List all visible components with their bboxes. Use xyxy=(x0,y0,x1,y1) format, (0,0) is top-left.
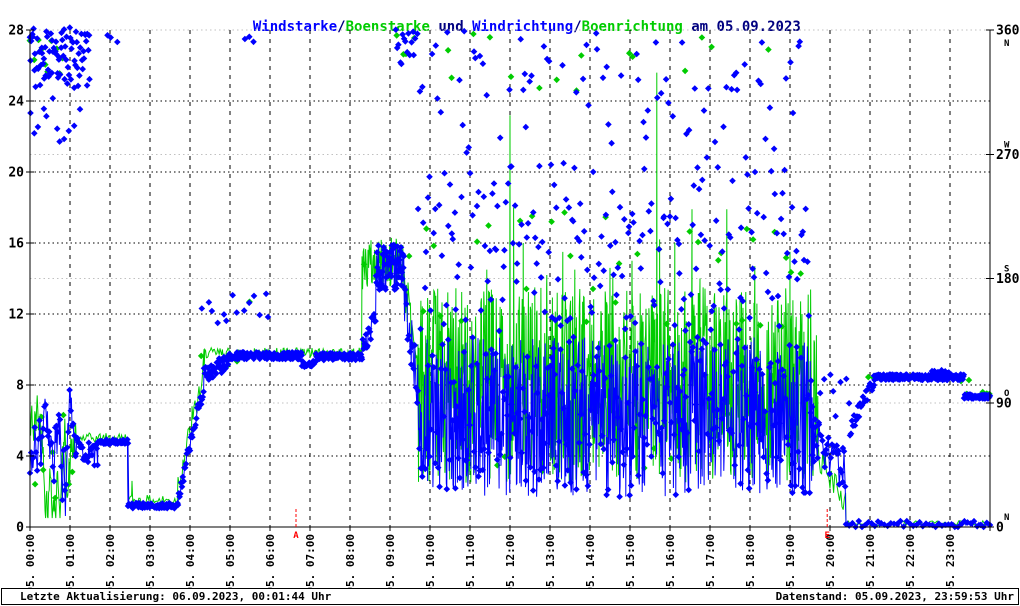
chart-title: Windstarke/Boenstarke und Windrichtung/B… xyxy=(0,3,1020,51)
series-wind-speed-line xyxy=(26,241,994,531)
svg-text:12: 12 xyxy=(8,308,24,323)
axes xyxy=(26,29,994,531)
svg-text:0: 0 xyxy=(996,521,1004,536)
svg-text:8: 8 xyxy=(16,379,24,394)
svg-text:05. 11:00: 05. 11:00 xyxy=(464,534,477,588)
svg-text:05. 07:00: 05. 07:00 xyxy=(304,534,317,588)
sun-marker-A: A xyxy=(293,509,299,541)
x-axis-labels: 05. 00:00 05. 01:00 05. 02:00 05. 03:00 05. … xyxy=(24,534,957,588)
svg-text:05. 14:00: 05. 14:00 xyxy=(584,534,597,588)
svg-text:E: E xyxy=(824,531,829,541)
svg-text:05. 23:00: 05. 23:00 xyxy=(944,534,957,588)
title-slash-2: / xyxy=(573,19,582,35)
title-connector: und xyxy=(429,19,473,35)
svg-text:05. 01:00: 05. 01:00 xyxy=(64,534,77,588)
svg-text:270: 270 xyxy=(996,148,1020,163)
svg-text:28: 28 xyxy=(8,24,24,39)
svg-text:05. 22:00: 05. 22:00 xyxy=(904,534,917,588)
status-bar: Letzte Aktualisierung: 06.09.2023, 00:01… xyxy=(1,588,1019,605)
svg-text:O: O xyxy=(1004,389,1010,399)
svg-text:05. 18:00: 05. 18:00 xyxy=(744,534,757,588)
title-wind-dir-label: Windrichtung xyxy=(472,19,574,35)
svg-text:05. 10:00: 05. 10:00 xyxy=(424,534,437,588)
last-update-text: Letzte Aktualisierung: 06.09.2023, 00:01… xyxy=(20,590,332,603)
svg-text:05. 17:00: 05. 17:00 xyxy=(704,534,717,588)
svg-text:05. 13:00: 05. 13:00 xyxy=(544,534,557,588)
svg-text:24: 24 xyxy=(8,95,24,110)
svg-text:05. 19:00: 05. 19:00 xyxy=(784,534,797,588)
svg-text:S: S xyxy=(1004,265,1009,275)
sun-marker-E: E xyxy=(824,509,830,541)
svg-text:05. 05:00: 05. 05:00 xyxy=(224,534,237,588)
svg-text:05. 08:00: 05. 08:00 xyxy=(344,534,357,588)
svg-text:360: 360 xyxy=(996,24,1020,39)
svg-text:05. 15:00: 05. 15:00 xyxy=(624,534,637,588)
title-gust-dir-label: Boenrichtung xyxy=(581,19,683,35)
svg-text:05. 16:00: 05. 16:00 xyxy=(664,534,677,588)
svg-text:05. 21:00: 05. 21:00 xyxy=(864,534,877,588)
svg-text:90: 90 xyxy=(996,396,1012,411)
data-timestamp-text: Datenstand: 05.09.2023, 23:59:53 Uhr xyxy=(775,590,1014,603)
y-axis-labels-left: 0 4 8 12 16 20 24 28 xyxy=(8,24,24,536)
svg-text:05. 06:00: 05. 06:00 xyxy=(264,534,277,588)
title-date: am 05.09.2023 xyxy=(682,19,801,35)
svg-text:05. 04:00: 05. 04:00 xyxy=(184,534,197,588)
svg-text:05. 12:00: 05. 12:00 xyxy=(504,534,517,588)
svg-text:N: N xyxy=(1004,39,1009,49)
svg-text:05. 00:00: 05. 00:00 xyxy=(24,534,37,588)
svg-text:180: 180 xyxy=(996,272,1020,287)
svg-text:0: 0 xyxy=(16,521,24,536)
svg-text:N: N xyxy=(1004,513,1009,523)
title-slash-1: / xyxy=(337,19,346,35)
svg-text:20: 20 xyxy=(8,166,24,181)
title-wind-label: Windstarke xyxy=(252,19,338,35)
svg-text:05. 09:00: 05. 09:00 xyxy=(384,534,397,588)
svg-text:05. 03:00: 05. 03:00 xyxy=(144,534,157,588)
svg-text:A: A xyxy=(293,531,299,541)
svg-text:4: 4 xyxy=(16,450,24,465)
svg-text:W: W xyxy=(1004,140,1010,150)
svg-text:16: 16 xyxy=(8,237,24,252)
svg-text:05. 20:00: 05. 20:00 xyxy=(824,534,837,588)
svg-text:05. 02:00: 05. 02:00 xyxy=(104,534,117,588)
